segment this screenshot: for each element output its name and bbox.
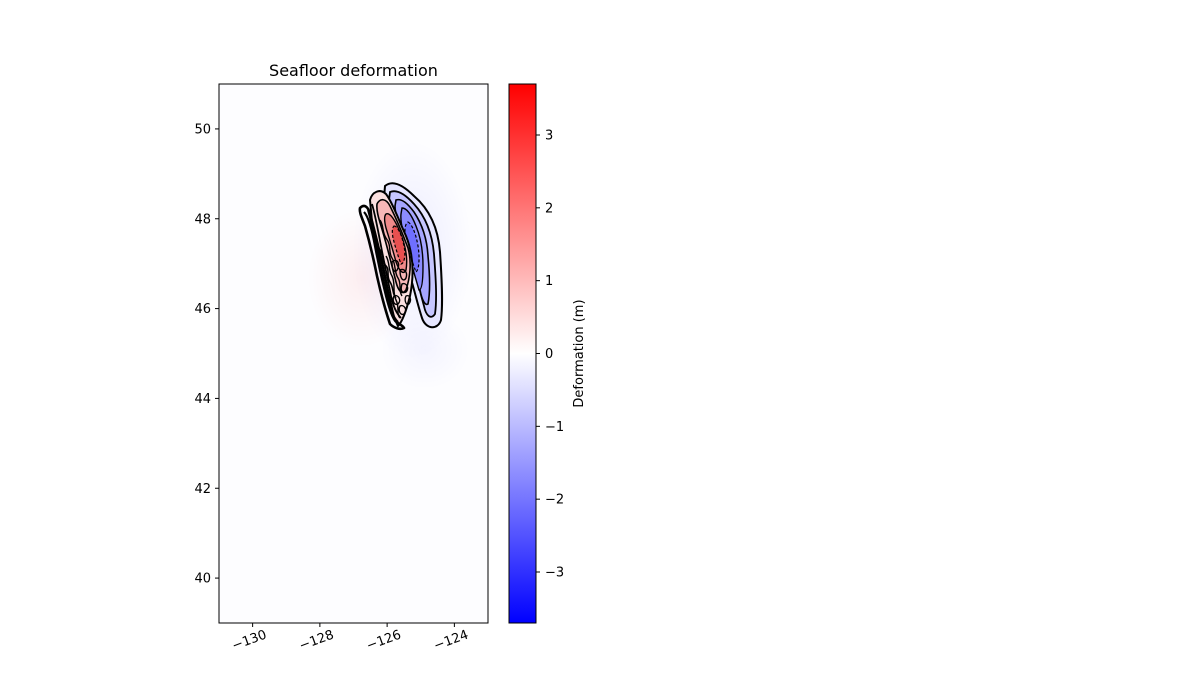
- y-axis: 40 42 44 46 48 50: [194, 122, 219, 587]
- contour-band-outer: [358, 204, 406, 331]
- colorbar: −3 −2 −1 0 1 2 3 Deformation (m): [508, 83, 587, 624]
- contour-loop-6: [404, 294, 412, 306]
- contour-band-wiggle-1: [373, 235, 397, 299]
- contour-band-wiggle-3: [385, 255, 401, 319]
- plot-frame: [218, 83, 489, 624]
- colorbar-tick-label: 3: [545, 128, 553, 143]
- colorbar-tick-label: 0: [545, 347, 553, 362]
- chart-title: Seafloor deformation: [269, 61, 438, 80]
- deformation-field: [307, 140, 472, 390]
- colorbar-axis: −3 −2 −1 0 1 2 3: [536, 128, 564, 581]
- colorbar-tick-label: 1: [545, 274, 553, 289]
- plot-area: [218, 83, 489, 624]
- contour-loop-2: [399, 268, 408, 281]
- y-tick-label: 40: [194, 572, 211, 587]
- x-axis: −130 −128 −126 −124: [230, 623, 471, 654]
- contour-loop-3: [400, 282, 409, 294]
- contour-band-3: [367, 209, 399, 323]
- colorbar-label: Deformation (m): [572, 299, 587, 407]
- dense-contour-band: [358, 203, 412, 331]
- colorbar-tick-label: −1: [545, 420, 564, 435]
- y-tick-label: 46: [194, 302, 211, 317]
- subsidence-halo-south: [380, 310, 470, 390]
- colorbar-tick-label: 2: [545, 201, 553, 216]
- contour-loop-4: [392, 294, 401, 306]
- y-tick-label: 50: [194, 122, 211, 137]
- contour-loop-5: [398, 304, 407, 316]
- colorbar-tick-label: −3: [545, 566, 564, 581]
- x-tick-label: −124: [432, 628, 471, 654]
- contour-loop-1: [391, 259, 400, 273]
- y-tick-label: 42: [194, 482, 211, 497]
- y-tick-label: 48: [194, 212, 211, 227]
- x-tick-label: −130: [230, 628, 269, 654]
- colorbar-tick-label: −2: [545, 493, 564, 508]
- contour-band-4: [371, 203, 402, 319]
- contour-band-wiggle-2: [379, 219, 403, 297]
- uplift-core: [391, 225, 406, 265]
- x-tick-label: −126: [365, 628, 404, 654]
- colorbar-gradient: [508, 83, 537, 624]
- y-tick-label: 44: [194, 392, 211, 407]
- x-tick-label: −128: [297, 628, 336, 654]
